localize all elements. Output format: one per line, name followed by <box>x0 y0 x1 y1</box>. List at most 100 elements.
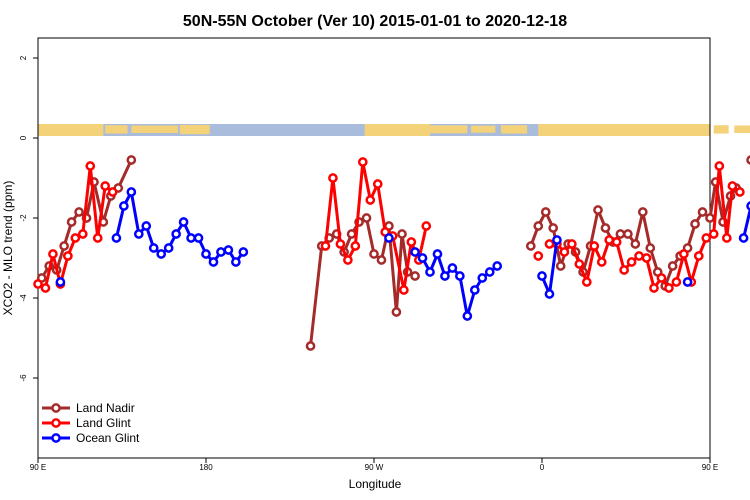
legend-label: Ocean Glint <box>76 431 140 445</box>
data-point <box>634 251 644 261</box>
data-point <box>701 233 712 243</box>
data-point <box>119 201 129 211</box>
land-area <box>179 124 210 135</box>
data-point <box>656 273 667 283</box>
data-point <box>48 249 58 259</box>
x-axis: 90 E 180 90 W 0 90 E <box>30 458 718 472</box>
data-point <box>346 229 357 239</box>
land-area <box>471 125 496 133</box>
legend-item: Land Glint <box>42 416 131 430</box>
y-tick-label: -6 <box>19 374 28 382</box>
y-tick-label: -2 <box>19 214 28 222</box>
legend-marker <box>51 403 61 413</box>
data-point <box>74 207 84 217</box>
data-point <box>163 243 174 253</box>
data-point <box>335 239 346 249</box>
data-point <box>746 155 750 165</box>
data-point <box>126 155 137 165</box>
data-point <box>708 229 719 239</box>
data-point <box>410 271 420 281</box>
land-area <box>364 124 430 136</box>
data-point <box>372 179 383 189</box>
data-point <box>178 217 189 227</box>
legend-label: Land Glint <box>76 416 131 430</box>
chart-title: 50N-55N October (Ver 10) 2015-01-01 to 2… <box>183 13 567 30</box>
data-point <box>537 271 547 281</box>
data-point <box>581 277 592 287</box>
data-point <box>92 233 103 243</box>
data-point <box>33 279 43 289</box>
land-area <box>500 125 528 134</box>
data-point <box>208 257 219 267</box>
data-point <box>679 249 689 259</box>
y-axis-label: XCO2 - MLO trend (ppm) <box>1 181 15 316</box>
series-layer <box>33 155 750 351</box>
data-point <box>343 255 353 265</box>
data-point <box>55 277 66 287</box>
data-point <box>238 247 249 257</box>
data-point <box>369 249 379 259</box>
data-point <box>548 223 559 233</box>
land-area <box>131 125 178 133</box>
data-point <box>100 181 111 191</box>
data-point <box>141 221 152 231</box>
data-point <box>693 251 704 261</box>
data-point <box>671 277 682 287</box>
data-point <box>63 251 73 261</box>
data-point <box>193 233 204 243</box>
data-point <box>455 271 465 281</box>
data-point <box>85 161 96 171</box>
data-point <box>630 239 641 249</box>
data-point <box>231 257 241 267</box>
land-area <box>430 125 468 134</box>
land-area <box>713 125 729 134</box>
legend-marker <box>51 418 61 428</box>
data-point <box>477 273 488 283</box>
x-axis-label: Longitude <box>349 477 402 491</box>
data-point <box>111 233 122 243</box>
data-point <box>600 223 611 233</box>
data-point <box>738 233 749 243</box>
data-point <box>462 311 473 321</box>
data-point <box>350 241 361 251</box>
data-point <box>544 289 555 299</box>
y-tick-label: -4 <box>19 294 28 302</box>
data-point <box>399 285 409 295</box>
data-point <box>223 245 234 255</box>
data-point <box>559 247 570 257</box>
data-point <box>690 219 700 229</box>
data-point <box>705 213 715 223</box>
data-point <box>484 267 495 277</box>
data-point <box>432 249 443 259</box>
data-point <box>397 229 407 239</box>
data-point <box>664 283 674 293</box>
data-point <box>107 187 118 197</box>
data-point <box>148 243 159 253</box>
data-point <box>533 221 544 231</box>
data-point <box>391 307 402 317</box>
y-tick-label: 2 <box>19 55 28 60</box>
series-land-nadir <box>36 155 750 351</box>
x-tick-label: 90 E <box>30 463 46 472</box>
data-point <box>721 233 732 243</box>
data-point <box>567 239 577 249</box>
data-point <box>697 207 708 217</box>
data-point <box>357 157 368 167</box>
series-ocean-glint <box>55 187 750 321</box>
land-area <box>38 124 104 136</box>
data-point <box>70 233 81 243</box>
data-point <box>186 233 196 243</box>
data-point <box>126 187 137 197</box>
data-point <box>596 257 607 267</box>
data-point <box>77 229 88 239</box>
data-point <box>593 205 603 215</box>
data-point <box>384 233 394 243</box>
data-point <box>615 229 626 239</box>
data-point <box>305 341 316 351</box>
y-tick-label: 0 <box>19 135 28 140</box>
data-point <box>361 213 372 223</box>
data-point <box>540 207 551 217</box>
y-axis: 2 0 -2 -4 -6 <box>19 55 38 382</box>
